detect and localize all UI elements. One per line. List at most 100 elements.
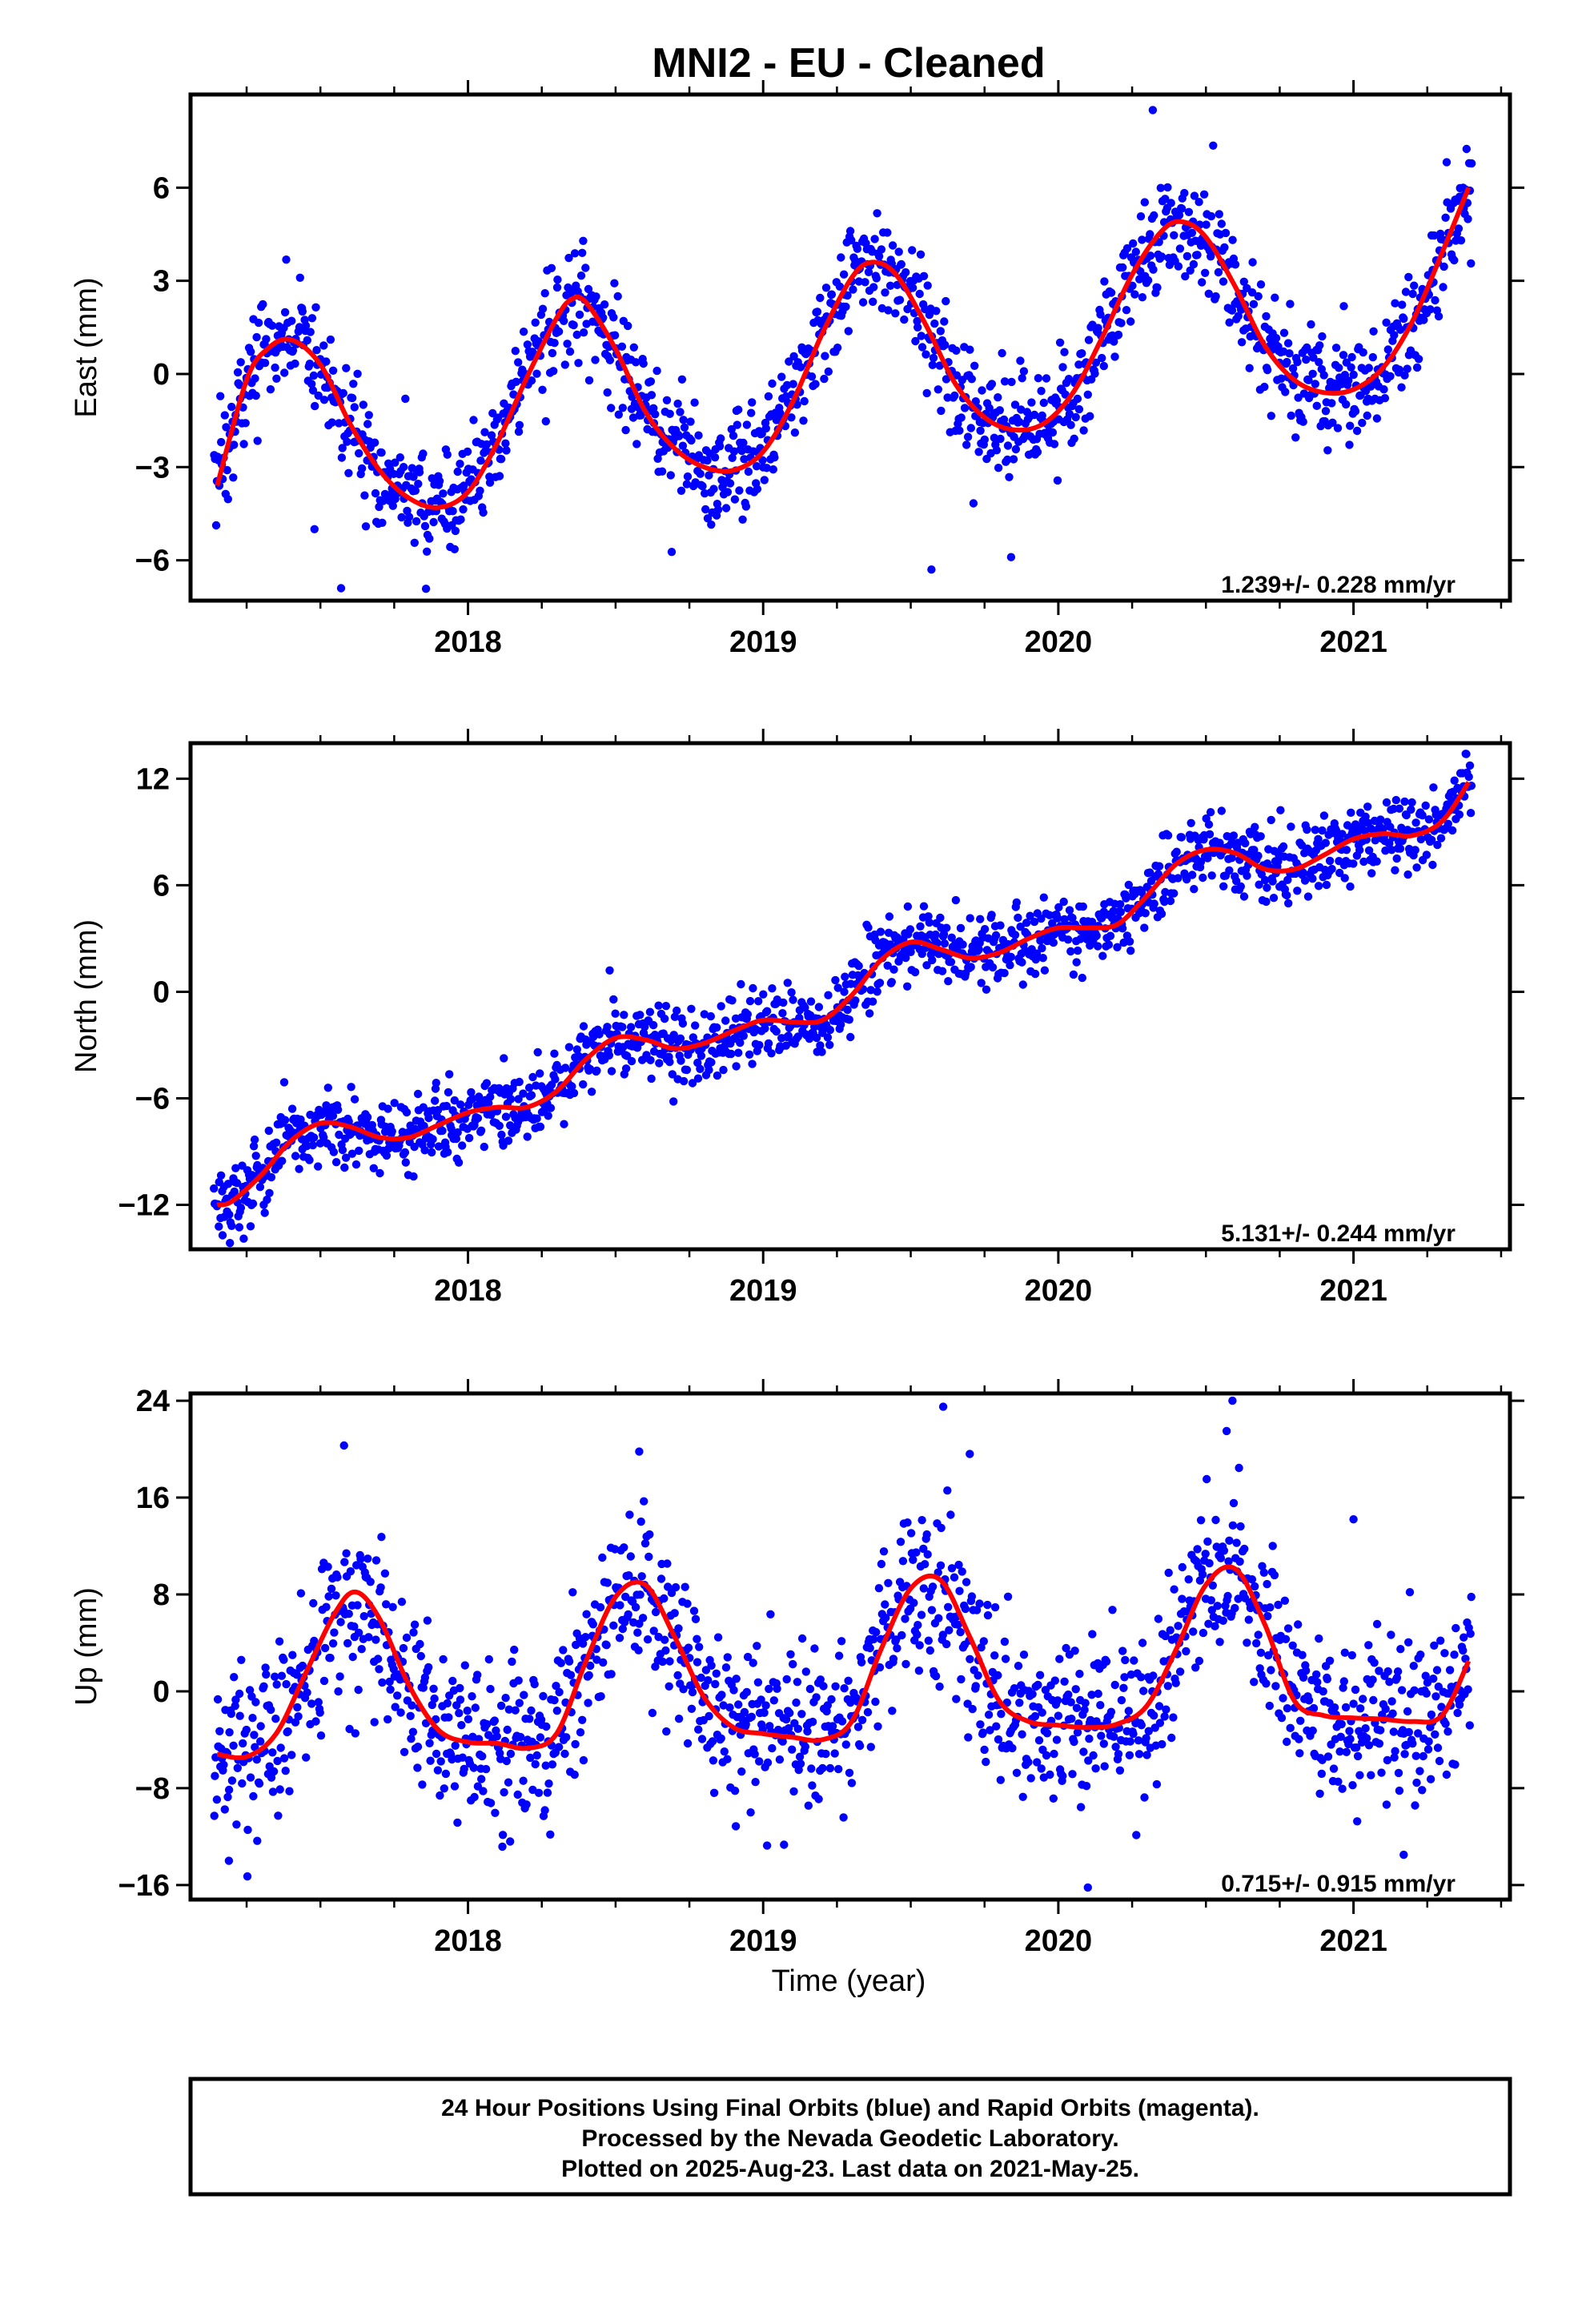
- east-point: [1399, 314, 1408, 324]
- up-point: [1049, 1794, 1058, 1803]
- up-point: [935, 1682, 944, 1691]
- east-point: [1083, 390, 1093, 399]
- up-point: [463, 1707, 472, 1715]
- north-point: [1251, 822, 1259, 831]
- north-point: [226, 1239, 235, 1248]
- up-point: [1201, 1550, 1210, 1558]
- north-point: [216, 1171, 226, 1180]
- north-point: [1207, 871, 1216, 880]
- up-point: [927, 1606, 937, 1614]
- east-point: [344, 468, 353, 477]
- east-point: [1187, 228, 1197, 237]
- north-point: [308, 1140, 317, 1150]
- north-point: [401, 1158, 410, 1167]
- north-outlier-point: [605, 966, 614, 975]
- north-rate-label: 5.131+/- 0.244 mm/yr: [1221, 1220, 1456, 1247]
- up-point: [755, 1757, 764, 1766]
- up-point: [1099, 1739, 1109, 1748]
- up-point: [1193, 1545, 1202, 1554]
- north-point: [351, 1160, 361, 1169]
- up-point: [814, 1795, 823, 1803]
- east-point: [1333, 424, 1343, 432]
- east-point: [978, 386, 986, 395]
- up-point: [743, 1652, 753, 1662]
- east-point: [584, 284, 593, 294]
- east-point: [970, 361, 979, 370]
- east-point: [307, 314, 317, 323]
- north-point: [1116, 900, 1125, 909]
- east-point: [1227, 306, 1237, 315]
- east-point: [1143, 275, 1153, 285]
- up-point: [1000, 1637, 1010, 1647]
- up-point: [386, 1685, 395, 1694]
- north-point: [1066, 947, 1075, 956]
- up-point: [242, 1725, 251, 1735]
- up-point: [1345, 1727, 1354, 1735]
- north-point: [236, 1204, 246, 1212]
- east-point: [690, 398, 699, 407]
- east-point: [686, 417, 695, 426]
- up-point: [1229, 1498, 1239, 1508]
- east-point: [603, 388, 612, 397]
- east-point: [230, 440, 239, 449]
- up-point: [490, 1716, 499, 1725]
- up-point: [1046, 1770, 1054, 1779]
- east-point: [451, 526, 460, 536]
- north-point: [1124, 880, 1134, 890]
- north-point: [400, 1148, 410, 1157]
- up-point: [1265, 1701, 1275, 1711]
- up-point: [753, 1678, 763, 1687]
- up-point: [506, 1837, 515, 1846]
- up-point: [1018, 1792, 1027, 1801]
- up-point: [1115, 1766, 1125, 1775]
- up-point: [1312, 1670, 1321, 1679]
- up-point: [616, 1601, 624, 1610]
- up-point: [486, 1799, 496, 1807]
- up-point: [320, 1643, 330, 1653]
- up-point: [1075, 1670, 1084, 1679]
- up-point: [994, 1735, 1003, 1744]
- up-outlier-point: [966, 1449, 974, 1458]
- up-point: [1058, 1771, 1067, 1780]
- up-point: [1313, 1678, 1322, 1687]
- north-point: [1262, 897, 1271, 907]
- up-point: [1072, 1703, 1082, 1712]
- east-point: [677, 486, 686, 495]
- up-point: [803, 1727, 812, 1736]
- up-point: [1134, 1736, 1143, 1745]
- up-point: [742, 1687, 751, 1697]
- east-point: [239, 440, 248, 448]
- up-point: [1280, 1596, 1290, 1606]
- east-point: [377, 448, 386, 457]
- east-point: [657, 467, 667, 476]
- east-point: [419, 449, 428, 458]
- up-point: [237, 1655, 246, 1664]
- up-point: [1372, 1619, 1382, 1629]
- east-point: [1359, 348, 1367, 357]
- up-point: [602, 1641, 611, 1650]
- north-point: [836, 1020, 845, 1029]
- up-point: [645, 1530, 654, 1539]
- east-point: [1450, 255, 1459, 265]
- east-point: [1441, 213, 1450, 222]
- north-point: [787, 988, 796, 997]
- up-model-curve: [216, 1564, 1472, 1761]
- east-point: [548, 348, 557, 358]
- east-point: [262, 335, 271, 344]
- north-point: [546, 1104, 556, 1112]
- up-point: [554, 1743, 564, 1751]
- east-point: [1231, 260, 1240, 269]
- north-point: [737, 979, 745, 989]
- up-point: [1410, 1686, 1419, 1695]
- east-point: [1412, 363, 1422, 372]
- east-point: [646, 377, 656, 386]
- up-point: [644, 1552, 653, 1562]
- east-point: [311, 401, 319, 411]
- north-point: [369, 1164, 378, 1173]
- east-point: [1395, 365, 1404, 374]
- east-point: [694, 431, 703, 440]
- up-point: [1394, 1768, 1403, 1778]
- up-point: [1395, 1786, 1404, 1795]
- north-point: [1250, 846, 1259, 854]
- up-point: [455, 1709, 464, 1718]
